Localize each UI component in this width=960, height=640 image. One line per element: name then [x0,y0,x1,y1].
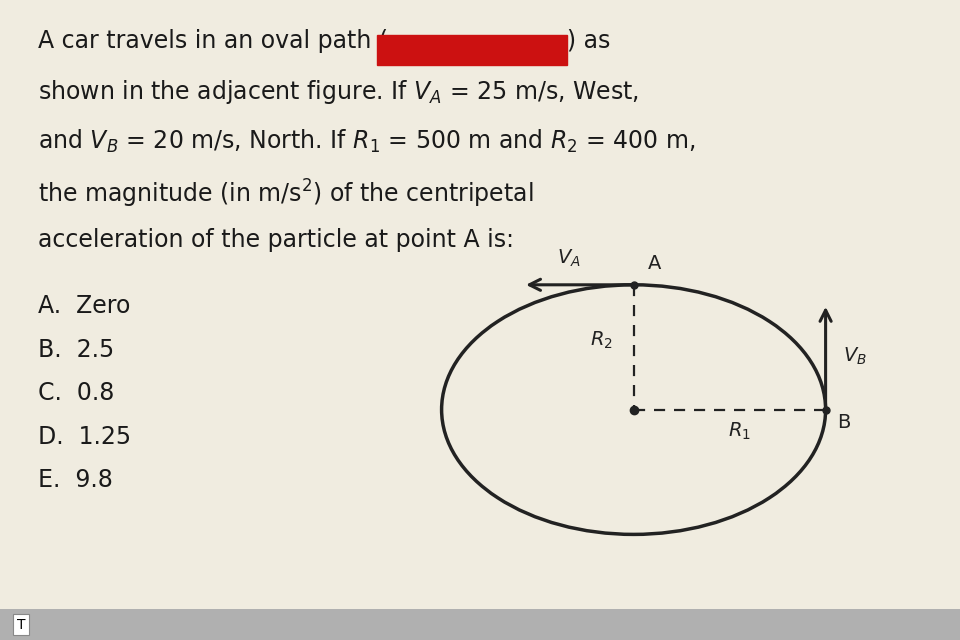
Bar [377,35,567,65]
Text: B.  2.5: B. 2.5 [38,338,114,362]
Text: $R_1$: $R_1$ [728,421,751,442]
Text: $V_A$: $V_A$ [557,248,581,269]
Text: the magnitude (in m/s$^2$) of the centripetal: the magnitude (in m/s$^2$) of the centri… [38,178,534,210]
Text: A.  Zero: A. Zero [38,294,131,318]
Text: $V_B$: $V_B$ [843,346,867,367]
Bar [0,609,960,640]
Text: $R_2$: $R_2$ [589,330,612,351]
Text: ) as: ) as [567,29,611,53]
Text: shown in the adjacent figure. If $V_A$ = 25 m/s, West,: shown in the adjacent figure. If $V_A$ =… [38,78,639,106]
Text: acceleration of the particle at point A is:: acceleration of the particle at point A … [38,228,515,252]
Text: A: A [648,254,661,273]
Text: D.  1.25: D. 1.25 [38,425,132,449]
Text: C.  0.8: C. 0.8 [38,381,115,406]
Text: and $V_B$ = 20 m/s, North. If $R_1$ = 500 m and $R_2$ = 400 m,: and $V_B$ = 20 m/s, North. If $R_1$ = 50… [38,128,696,155]
Text: B: B [837,413,851,432]
Text: E.  9.8: E. 9.8 [38,468,113,493]
Text: A car travels in an oval path (: A car travels in an oval path ( [38,29,389,53]
Text: T: T [17,618,25,632]
